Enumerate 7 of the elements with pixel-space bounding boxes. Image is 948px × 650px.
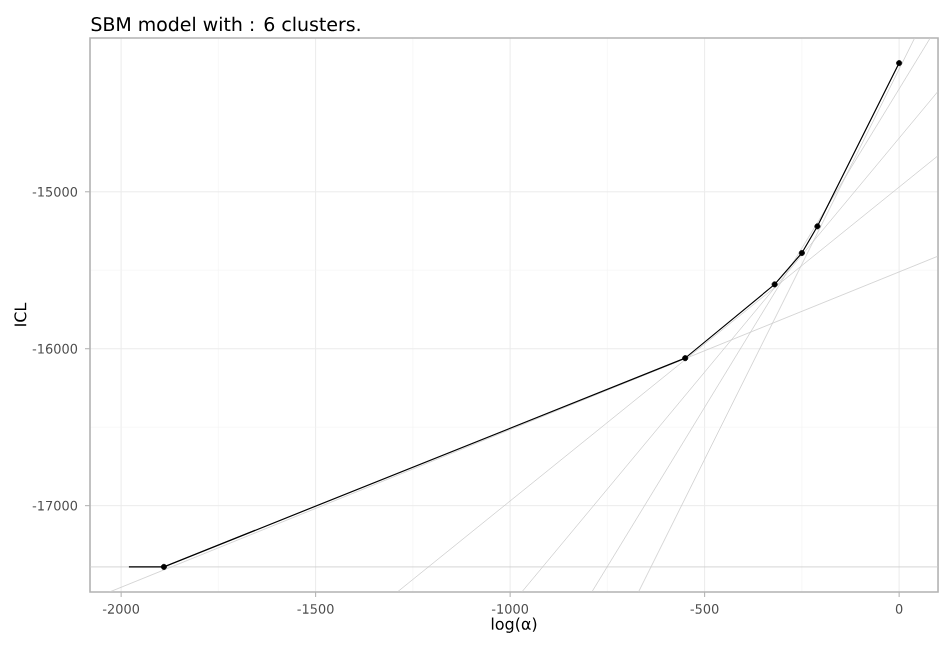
chart-title: SBM model with : 6 clusters. bbox=[91, 16, 360, 32]
point bbox=[896, 60, 903, 67]
point bbox=[798, 250, 805, 256]
point bbox=[160, 563, 167, 570]
point bbox=[682, 355, 689, 362]
point bbox=[771, 281, 778, 288]
point bbox=[814, 223, 821, 230]
